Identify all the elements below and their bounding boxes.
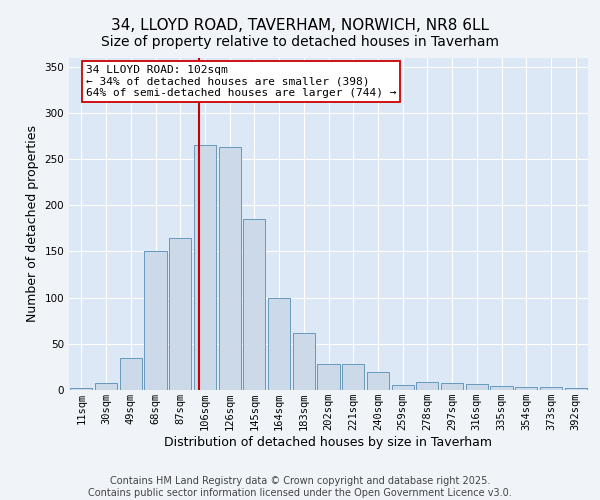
Bar (367, 372, 389, 390)
Bar (293, 332, 315, 390)
Bar (490, 386, 512, 390)
Bar (268, 298, 290, 390)
Bar (466, 384, 488, 390)
Bar (441, 382, 463, 390)
Bar (70, 388, 92, 390)
Text: 34 LLOYD ROAD: 102sqm
← 34% of detached houses are smaller (398)
64% of semi-det: 34 LLOYD ROAD: 102sqm ← 34% of detached … (86, 65, 397, 98)
Bar (119, 358, 142, 390)
Bar (95, 382, 117, 390)
Text: 34, LLOYD ROAD, TAVERHAM, NORWICH, NR8 6LL: 34, LLOYD ROAD, TAVERHAM, NORWICH, NR8 6… (111, 18, 489, 32)
Bar (515, 387, 538, 390)
Bar (540, 387, 562, 390)
Bar (416, 382, 439, 390)
X-axis label: Distribution of detached houses by size in Taverham: Distribution of detached houses by size … (164, 436, 493, 449)
Y-axis label: Number of detached properties: Number of detached properties (26, 125, 39, 322)
Bar (342, 364, 364, 390)
Bar (194, 145, 216, 390)
Bar (218, 147, 241, 390)
Bar (243, 219, 265, 390)
Bar (169, 238, 191, 390)
Bar (565, 388, 587, 390)
Bar (317, 364, 340, 390)
Text: Size of property relative to detached houses in Taverham: Size of property relative to detached ho… (101, 35, 499, 49)
Bar (145, 252, 167, 390)
Bar (392, 386, 414, 390)
Text: Contains HM Land Registry data © Crown copyright and database right 2025.
Contai: Contains HM Land Registry data © Crown c… (88, 476, 512, 498)
